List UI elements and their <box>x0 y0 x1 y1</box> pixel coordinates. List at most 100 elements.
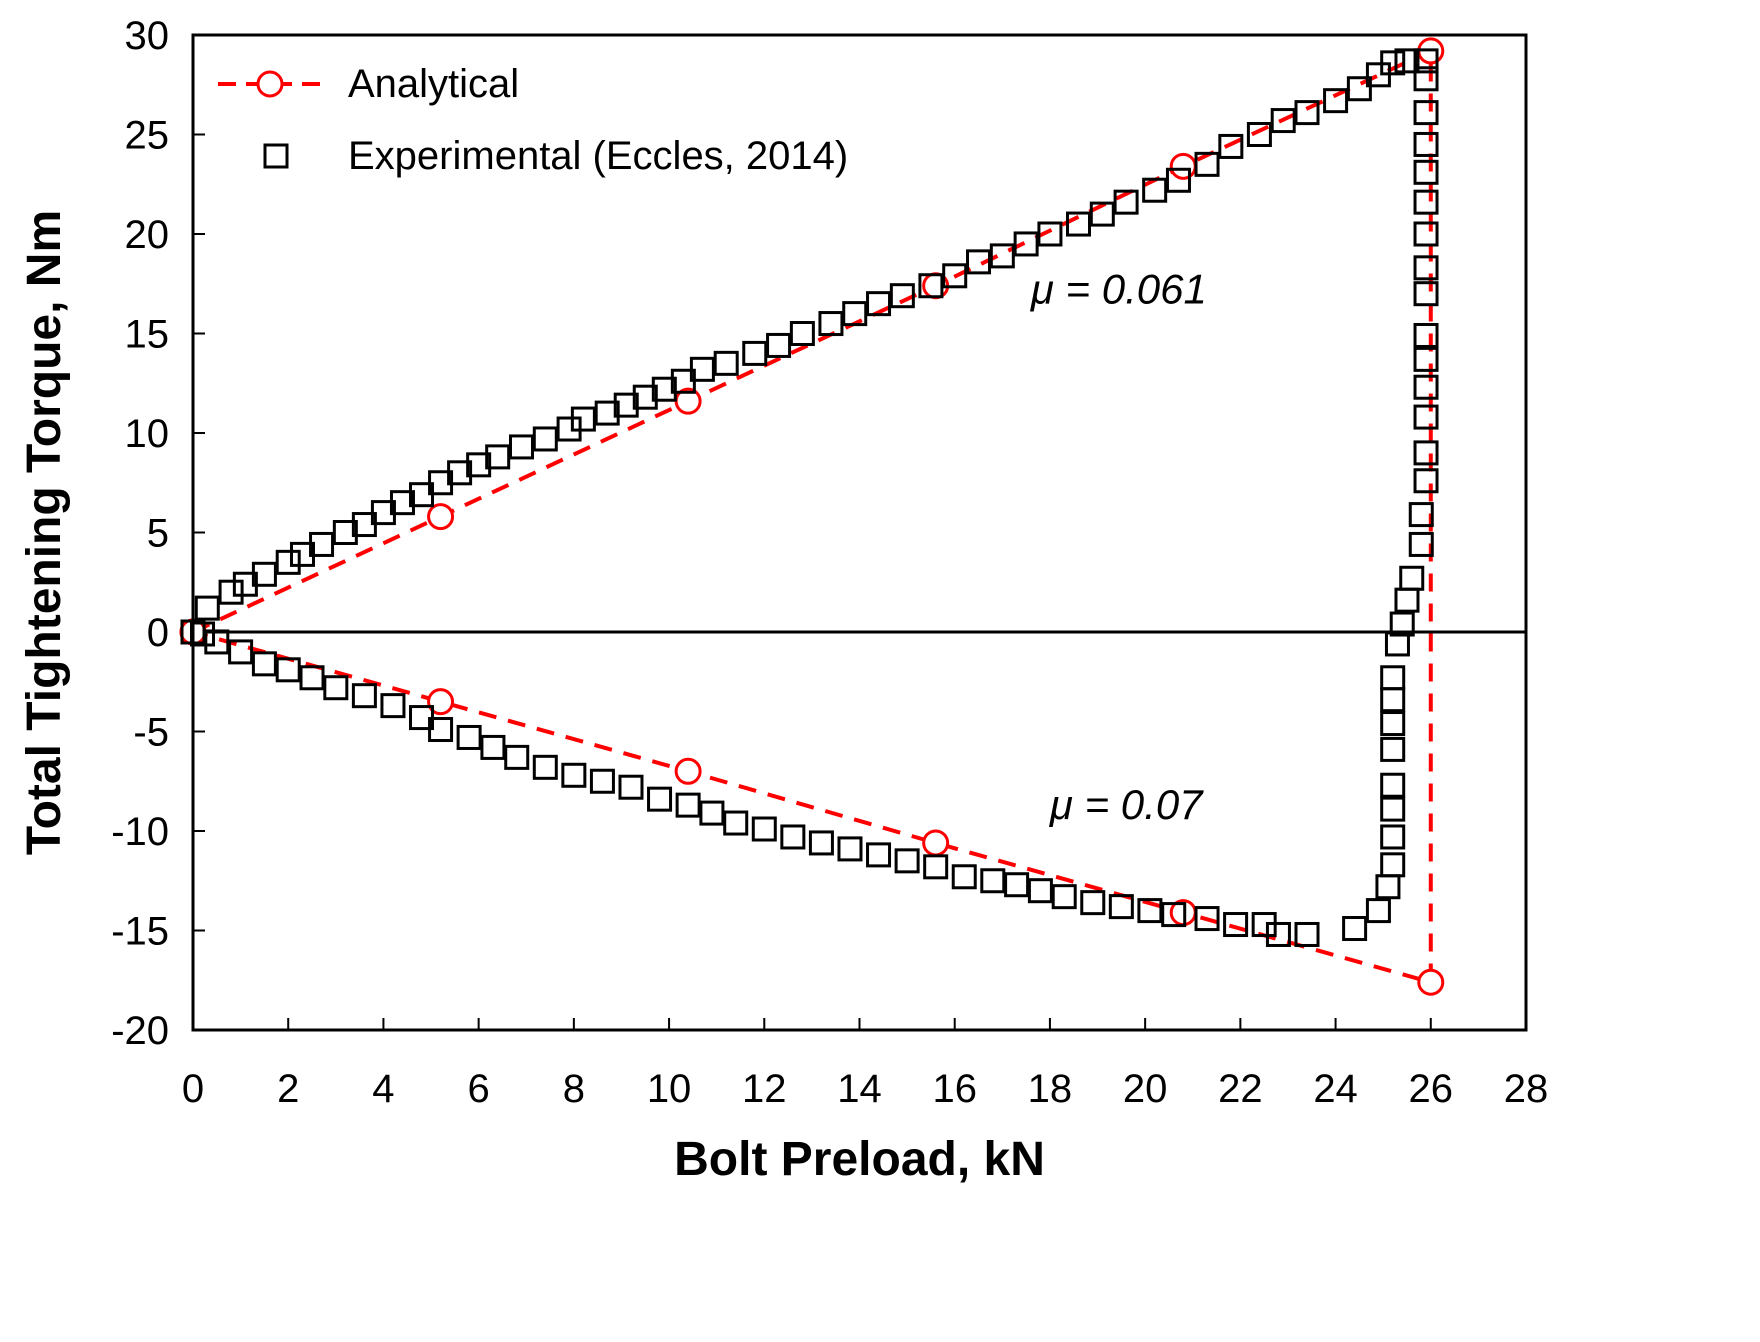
experimental-point <box>689 356 715 382</box>
experimental-point <box>1375 874 1401 900</box>
experimental-point <box>951 864 977 890</box>
x-tick-label: 12 <box>742 1067 787 1111</box>
x-tick-label: 8 <box>563 1067 585 1111</box>
friction-annotation-lower: μ = 0.07 <box>1049 781 1204 828</box>
experimental-point <box>447 460 473 486</box>
x-tick-label: 26 <box>1409 1067 1454 1111</box>
experimental-point <box>651 376 677 402</box>
experimental-point <box>1413 468 1439 494</box>
x-tick-label: 10 <box>647 1067 692 1111</box>
experimental-point <box>1051 884 1077 910</box>
experimental-point <box>966 249 992 275</box>
experimental-point <box>980 868 1006 894</box>
experimental-point <box>1413 159 1439 185</box>
y-axis-title: Total Tightening Torque, Nm <box>18 210 71 855</box>
experimental-point <box>561 762 587 788</box>
experimental-point <box>1413 131 1439 157</box>
experimental-point <box>1013 231 1039 257</box>
experimental-point <box>1323 88 1349 114</box>
x-tick-label: 22 <box>1218 1067 1263 1111</box>
x-tick-label: 14 <box>837 1067 882 1111</box>
experimental-point <box>818 311 844 337</box>
experimental-point <box>485 444 511 470</box>
experimental-point <box>837 836 863 862</box>
experimental-point <box>1408 531 1434 557</box>
legend: Analytical Experimental (Eccles, 2014) <box>218 62 848 178</box>
experimental-point <box>789 321 815 346</box>
y-tick-label: 30 <box>125 14 170 58</box>
y-tick-label: -15 <box>111 910 169 954</box>
experimental-point <box>275 657 301 683</box>
experimental-point <box>1165 167 1191 193</box>
experimental-point <box>1365 898 1391 924</box>
y-tick-label: -5 <box>133 711 169 755</box>
experimental-point <box>299 665 325 691</box>
experimental-point <box>480 734 506 760</box>
experimental-point <box>1413 100 1439 126</box>
experimental-point <box>1380 711 1406 737</box>
experimental-point <box>1413 346 1439 372</box>
legend-experimental-square-icon <box>263 143 289 169</box>
x-tick-label: 4 <box>372 1067 394 1111</box>
x-tick-label: 6 <box>468 1067 490 1111</box>
x-axis-ticks: 0 2 4 6 8 10 12 14 16 18 20 22 24 26 28 <box>182 1018 1548 1111</box>
experimental-point <box>1004 872 1030 898</box>
experimental-point <box>1394 587 1420 613</box>
experimental-point <box>309 531 335 557</box>
experimental-point <box>251 651 277 677</box>
experimental-point <box>1413 281 1439 307</box>
experimental-point <box>204 629 230 655</box>
experimental-point <box>989 243 1015 269</box>
experimental-point <box>1027 878 1053 904</box>
experimental-point <box>594 400 620 426</box>
experimental-point <box>1394 48 1420 74</box>
plot-area-frame <box>191 33 1528 1032</box>
y-tick-label: 0 <box>147 611 169 655</box>
x-tick-label: 24 <box>1313 1067 1358 1111</box>
experimental-point <box>713 350 739 376</box>
experimental-point <box>1380 50 1406 76</box>
experimental-point <box>632 384 658 410</box>
experimental-point <box>1294 100 1320 126</box>
experimental-point <box>1194 906 1220 932</box>
experimental-point <box>1413 374 1439 400</box>
analytical-point <box>1169 152 1197 180</box>
experimental-point <box>228 639 254 665</box>
y-tick-label: -10 <box>111 810 169 854</box>
experimental-point <box>1270 108 1296 134</box>
x-tick-label: 18 <box>1028 1067 1073 1111</box>
y-tick-label: 15 <box>125 313 170 357</box>
experimental-point <box>1218 133 1244 159</box>
experimental-point <box>1380 824 1406 850</box>
experimental-point <box>1246 122 1272 147</box>
experimental-point <box>1113 189 1139 215</box>
y-tick-label: 20 <box>125 213 170 257</box>
experimental-point <box>842 301 868 327</box>
experimental-point <box>1346 76 1372 102</box>
experimental-point <box>1413 404 1439 430</box>
analytical-point <box>674 757 702 785</box>
experimental-point <box>1037 221 1063 247</box>
experimental-point <box>218 579 244 605</box>
experimental-point <box>323 675 349 701</box>
experimental-point <box>1380 796 1406 822</box>
experimental-point <box>1413 221 1439 247</box>
experimental-point <box>1413 255 1439 281</box>
experimental-point <box>1294 921 1320 947</box>
experimental-point <box>1342 916 1368 942</box>
experimental-point <box>1161 902 1187 928</box>
experimental-point <box>389 490 415 516</box>
experimental-point <box>1380 772 1406 798</box>
legend-label-analytical: Analytical <box>348 62 519 106</box>
experimental-point <box>351 683 377 709</box>
experimental-point <box>1065 211 1091 237</box>
y-tick-label: -20 <box>111 1009 169 1053</box>
experimental-point <box>508 434 534 460</box>
experimental-point <box>894 848 920 874</box>
experimental-point <box>923 854 949 880</box>
x-tick-label: 0 <box>182 1067 204 1111</box>
experimental-point <box>647 786 673 812</box>
experimental-point <box>1089 201 1115 227</box>
experimental-point <box>1380 687 1406 713</box>
experimental-point <box>1137 898 1163 924</box>
